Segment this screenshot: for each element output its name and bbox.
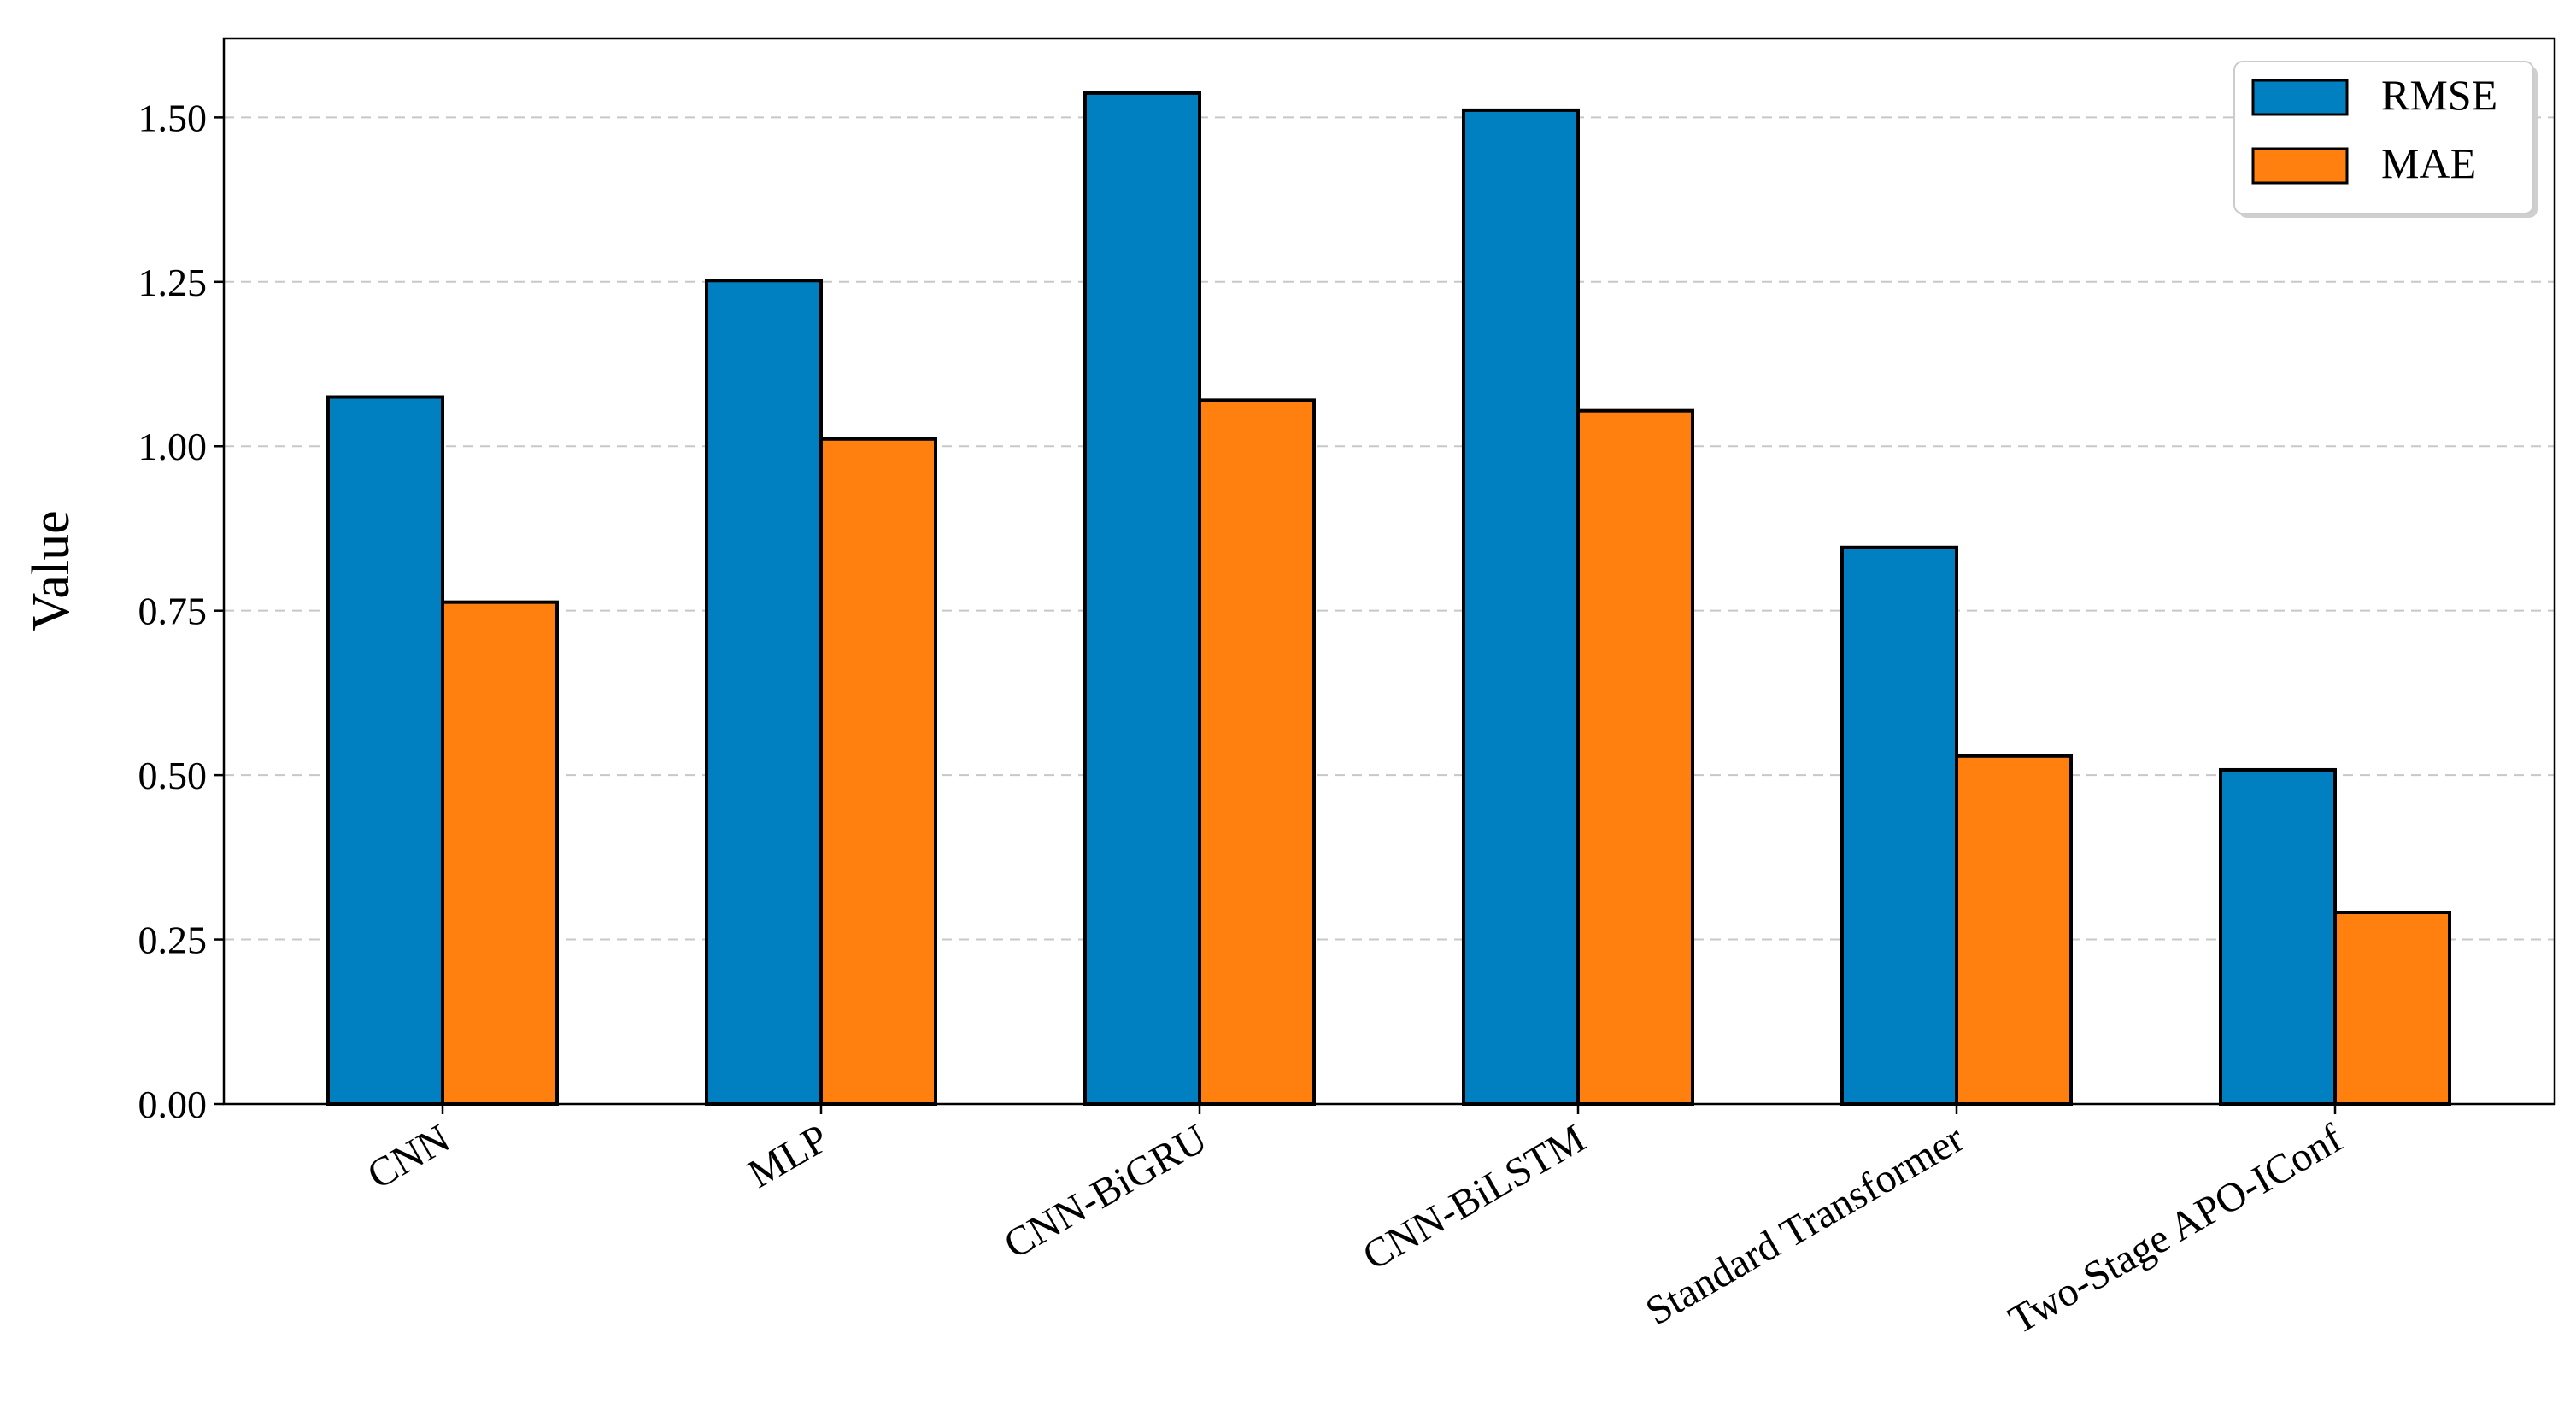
y-tick-label: 0.50 bbox=[138, 754, 208, 797]
y-tick-label: 1.50 bbox=[138, 96, 208, 139]
y-tick-label: 1.00 bbox=[138, 425, 208, 468]
y-tick-label: 1.25 bbox=[138, 261, 208, 304]
bar-rmse-two-stage-apo-iconf bbox=[2219, 767, 2337, 1107]
grid-lines bbox=[224, 116, 2555, 941]
y-axis-label: Value bbox=[22, 510, 80, 631]
x-tick-label: CNN-BiLSTM bbox=[1355, 1116, 1593, 1279]
bar-rmse-cnn-bigru bbox=[1083, 91, 1201, 1106]
bar-mae-cnn bbox=[441, 600, 559, 1106]
bar-rmse-cnn bbox=[326, 395, 444, 1106]
legend: RMSE MAE bbox=[2233, 61, 2538, 218]
y-tick-label: 0.00 bbox=[138, 1083, 208, 1126]
bars bbox=[326, 91, 2451, 1107]
legend-swatch-mae bbox=[2251, 147, 2349, 185]
x-tick-label: MLP bbox=[741, 1116, 836, 1197]
legend-swatch-rmse bbox=[2251, 79, 2349, 116]
bar-rmse-mlp bbox=[705, 279, 823, 1106]
x-tick-label: Two-Stage APO-IConf bbox=[2001, 1116, 2350, 1343]
x-tick-label: CNN-BiGRU bbox=[996, 1116, 1214, 1268]
bar-mae-cnn-bigru bbox=[1198, 398, 1316, 1106]
legend-label-mae: MAE bbox=[2381, 139, 2476, 187]
x-tick-label: Standard Transformer bbox=[1638, 1116, 1971, 1335]
y-tick-label: 0.25 bbox=[138, 919, 208, 962]
bar-mae-two-stage-apo-iconf bbox=[2333, 911, 2451, 1106]
x-tick-label: CNN bbox=[360, 1116, 457, 1199]
bar-mae-mlp bbox=[819, 437, 937, 1106]
bar-rmse-standard-transformer bbox=[1840, 545, 1958, 1106]
plot-frame bbox=[222, 37, 2556, 1106]
legend-label-rmse: RMSE bbox=[2381, 71, 2497, 119]
bar-rmse-cnn-bilstm bbox=[1462, 108, 1580, 1107]
bar-mae-cnn-bilstm bbox=[1576, 408, 1694, 1106]
bar-mae-standard-transformer bbox=[1955, 754, 2073, 1106]
y-tick-label: 0.75 bbox=[138, 590, 208, 633]
